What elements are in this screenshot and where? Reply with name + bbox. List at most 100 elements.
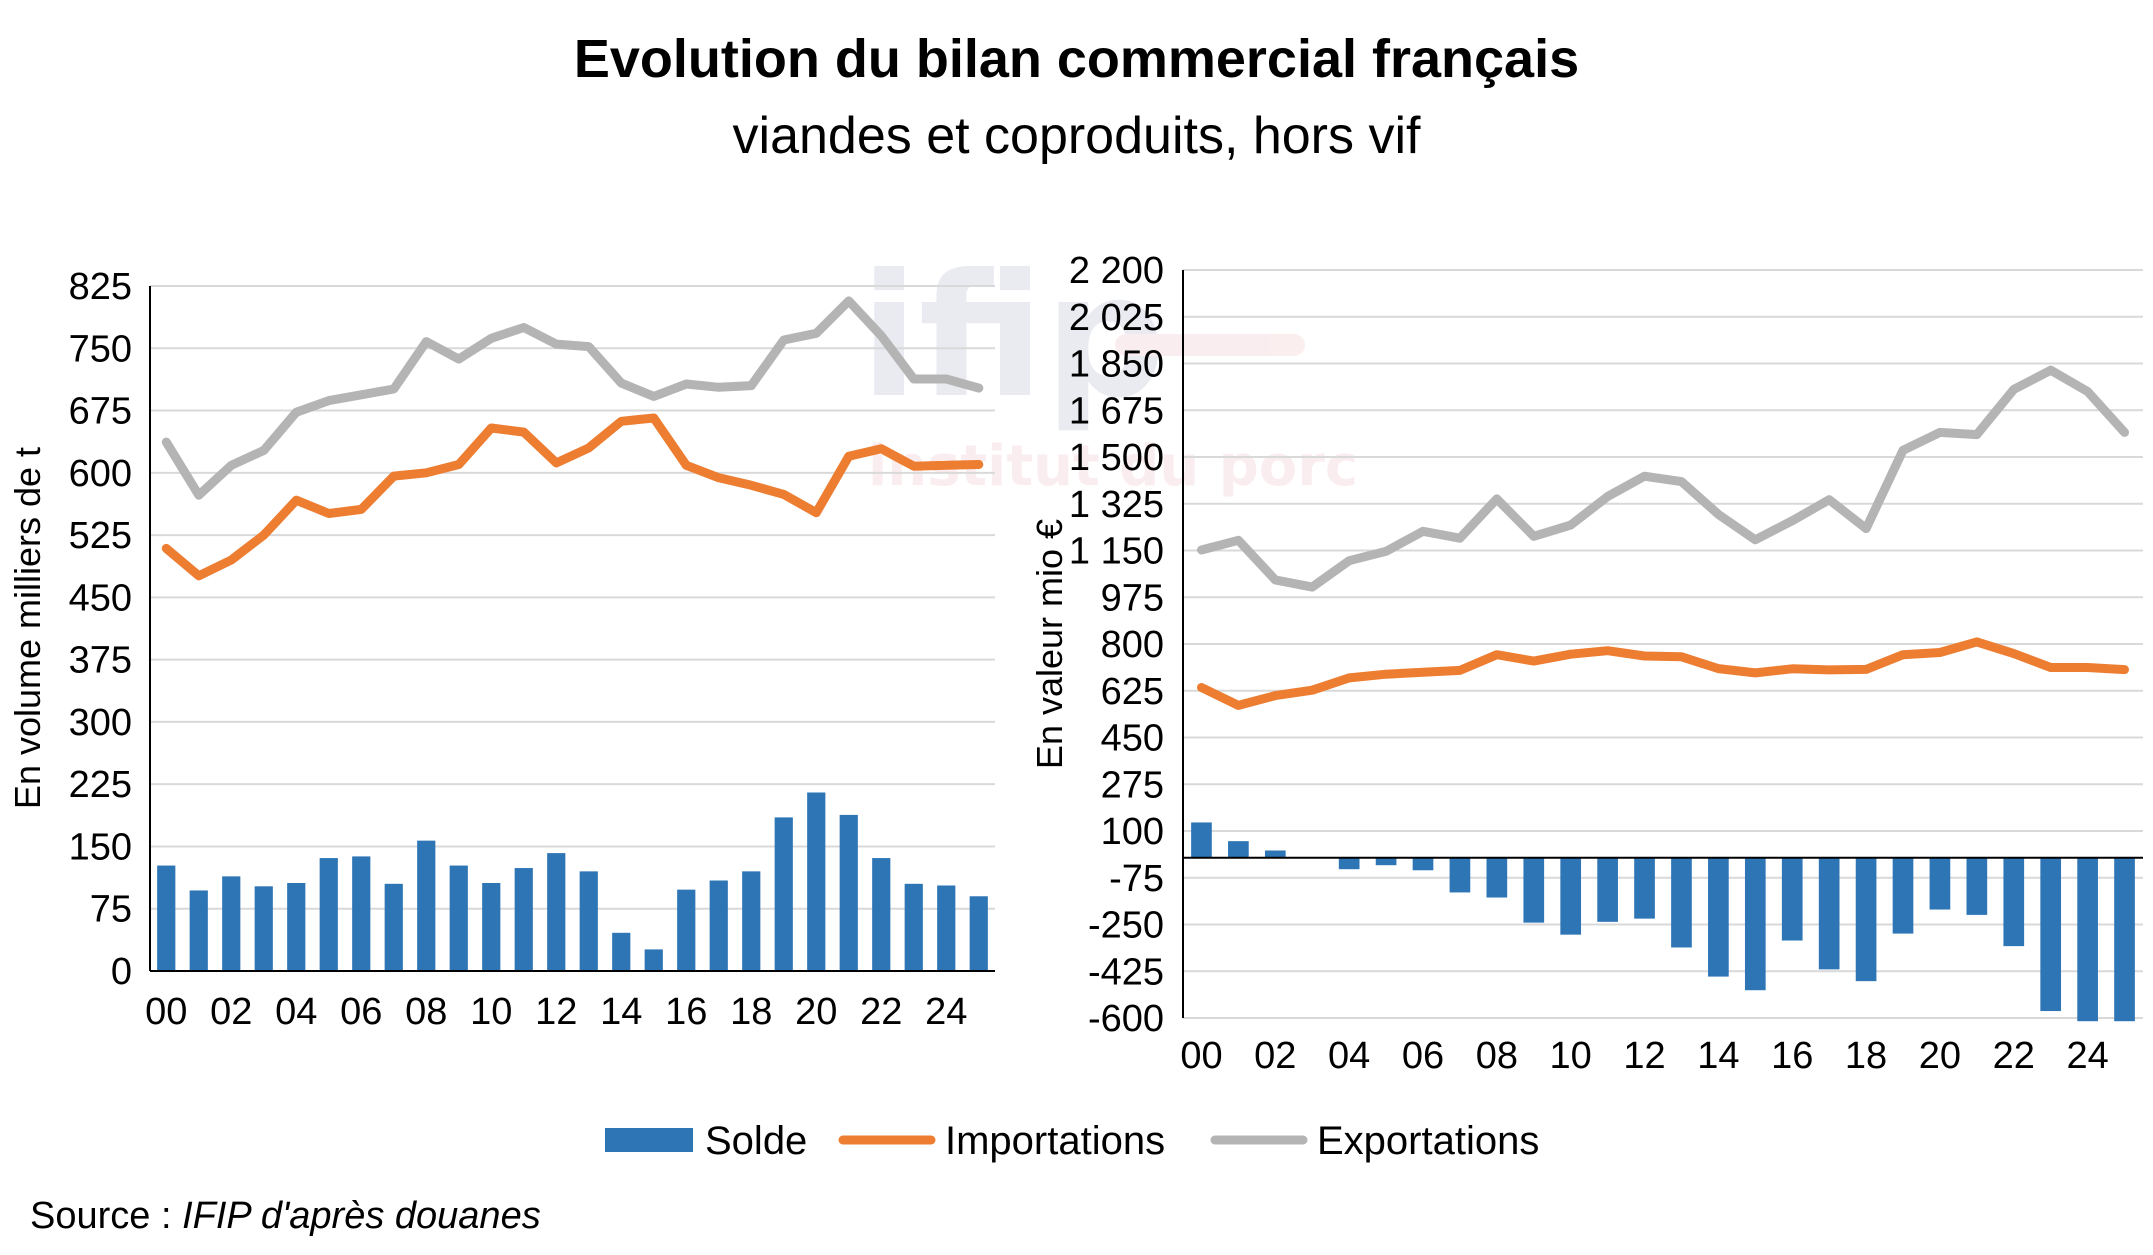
legend-label-exportations: Exportations xyxy=(1317,1119,1539,1163)
volume-bar-solde xyxy=(904,883,923,971)
value-xtick-label: 04 xyxy=(1328,1035,1370,1077)
source-prefix: Source : xyxy=(30,1195,183,1237)
value-y-axis-label: En valeur mio € xyxy=(1029,519,1070,769)
volume-xtick-label: 08 xyxy=(405,991,447,1033)
volume-bar-solde xyxy=(157,865,176,971)
volume-xtick-label: 10 xyxy=(470,991,512,1033)
volume-bar-solde xyxy=(839,814,858,971)
value-ytick-label: 1 325 xyxy=(1069,484,1164,526)
value-bar-solde xyxy=(1671,857,1692,948)
volume-ytick-label: 75 xyxy=(90,889,132,931)
volume-bar-solde xyxy=(222,876,241,971)
value-xtick-label: 24 xyxy=(2066,1035,2108,1077)
volume-bar-solde xyxy=(482,882,501,971)
volume-xtick-label: 06 xyxy=(340,991,382,1033)
volume-xtick-label: 14 xyxy=(600,991,642,1033)
value-ytick-label: -600 xyxy=(1088,998,1164,1040)
value-ytick-label: 1 150 xyxy=(1069,531,1164,573)
volume-ytick-label: 525 xyxy=(69,515,132,557)
value-line-importations xyxy=(1197,637,2129,710)
source-name: IFIP d'après douanes xyxy=(182,1195,541,1237)
volume-xtick-label: 22 xyxy=(860,991,902,1033)
volume-bar-solde xyxy=(254,886,273,971)
value-bar-solde xyxy=(1228,841,1249,858)
value-bar-solde xyxy=(2003,857,2025,947)
volume-ytick-label: 450 xyxy=(69,577,132,619)
volume-bar-solde xyxy=(514,868,533,971)
volume-ytick-label: 225 xyxy=(69,764,132,806)
value-xtick-label: 18 xyxy=(1845,1035,1887,1077)
volume-line-importations xyxy=(161,413,984,581)
value-xtick-label: 14 xyxy=(1697,1035,1739,1077)
volume-bar-solde xyxy=(612,932,631,971)
value-xtick-label: 08 xyxy=(1476,1035,1518,1077)
value-bar-solde xyxy=(1560,857,1582,935)
value-bar-solde xyxy=(1892,857,1914,934)
value-xtick-label: 20 xyxy=(1919,1035,1961,1077)
value-ytick-label: -75 xyxy=(1109,858,1164,900)
legend-label-solde: Solde xyxy=(705,1119,807,1163)
volume-ytick-label: 0 xyxy=(111,951,132,993)
legend-label-importations: Importations xyxy=(945,1119,1165,1163)
volume-xtick-label: 16 xyxy=(665,991,707,1033)
value-bar-solde xyxy=(1634,857,1655,919)
volume-y-axis-label: En volume milliers de t xyxy=(7,447,48,809)
value-bar-solde xyxy=(1781,857,1803,941)
volume-ytick-label: 600 xyxy=(69,453,132,495)
value-xtick-label: 12 xyxy=(1623,1035,1665,1077)
chart-title: Evolution du bilan commercial français xyxy=(573,29,1580,89)
watermark-logo: ifip xyxy=(860,238,1166,436)
value-bar-solde xyxy=(1412,857,1434,871)
volume-bar-solde xyxy=(677,889,696,971)
volume-line-exportations xyxy=(161,296,984,500)
value-xtick-label: 10 xyxy=(1550,1035,1592,1077)
value-xtick-label: 06 xyxy=(1402,1035,1444,1077)
value-xtick-label: 16 xyxy=(1771,1035,1813,1077)
value-bar-solde xyxy=(1597,857,1618,922)
value-bar-solde xyxy=(1449,857,1471,893)
volume-xtick-label: 20 xyxy=(795,991,837,1033)
value-ytick-label: 975 xyxy=(1101,577,1164,619)
volume-bar-solde xyxy=(872,858,891,971)
value-ytick-label: 625 xyxy=(1101,671,1164,713)
value-xtick-label: 00 xyxy=(1180,1035,1222,1077)
volume-bar-solde xyxy=(547,853,566,971)
volume-ytick-label: 750 xyxy=(69,328,132,370)
value-bar-solde xyxy=(1929,857,1951,910)
volume-xtick-label: 18 xyxy=(730,991,772,1033)
value-bar-solde xyxy=(1523,857,1545,923)
volume-ytick-label: 675 xyxy=(69,391,132,433)
volume-bar-solde xyxy=(319,858,338,971)
value-ytick-label: 800 xyxy=(1101,624,1164,666)
value-line-exportations xyxy=(1197,365,2129,592)
volume-bar-solde xyxy=(352,856,371,971)
volume-bar-solde xyxy=(774,817,793,971)
volume-xtick-label: 04 xyxy=(275,991,317,1033)
volume-ytick-label: 300 xyxy=(69,702,132,744)
volume-bar-solde xyxy=(417,840,436,971)
source-note: Source : IFIP d'après douanes xyxy=(30,1195,541,1238)
value-ytick-label: 1 675 xyxy=(1069,390,1164,432)
value-bar-solde xyxy=(1375,857,1397,866)
value-bar-solde xyxy=(1966,857,1988,915)
volume-ytick-label: 825 xyxy=(69,266,132,308)
volume-bar-solde xyxy=(709,880,728,971)
volume-bar-solde xyxy=(384,883,403,971)
volume-bar-solde xyxy=(969,896,988,971)
value-bar-solde xyxy=(2077,857,2098,1022)
chart-subtitle: viandes et coproduits, hors vif xyxy=(732,107,1421,165)
value-xtick-label: 02 xyxy=(1254,1035,1296,1077)
legend-swatch-solde xyxy=(605,1128,693,1152)
volume-bar-solde xyxy=(287,882,306,971)
watermark-bar xyxy=(1115,334,1305,356)
value-bar-solde xyxy=(1191,822,1212,858)
value-bar-solde xyxy=(1708,857,1729,977)
volume-xtick-label: 02 xyxy=(210,991,252,1033)
volume-bar-solde xyxy=(579,871,598,971)
value-ytick-label: 1 500 xyxy=(1069,437,1164,479)
value-bar-solde xyxy=(1338,857,1360,870)
value-ytick-label: 1 850 xyxy=(1069,344,1164,386)
volume-bar-solde xyxy=(937,885,956,971)
